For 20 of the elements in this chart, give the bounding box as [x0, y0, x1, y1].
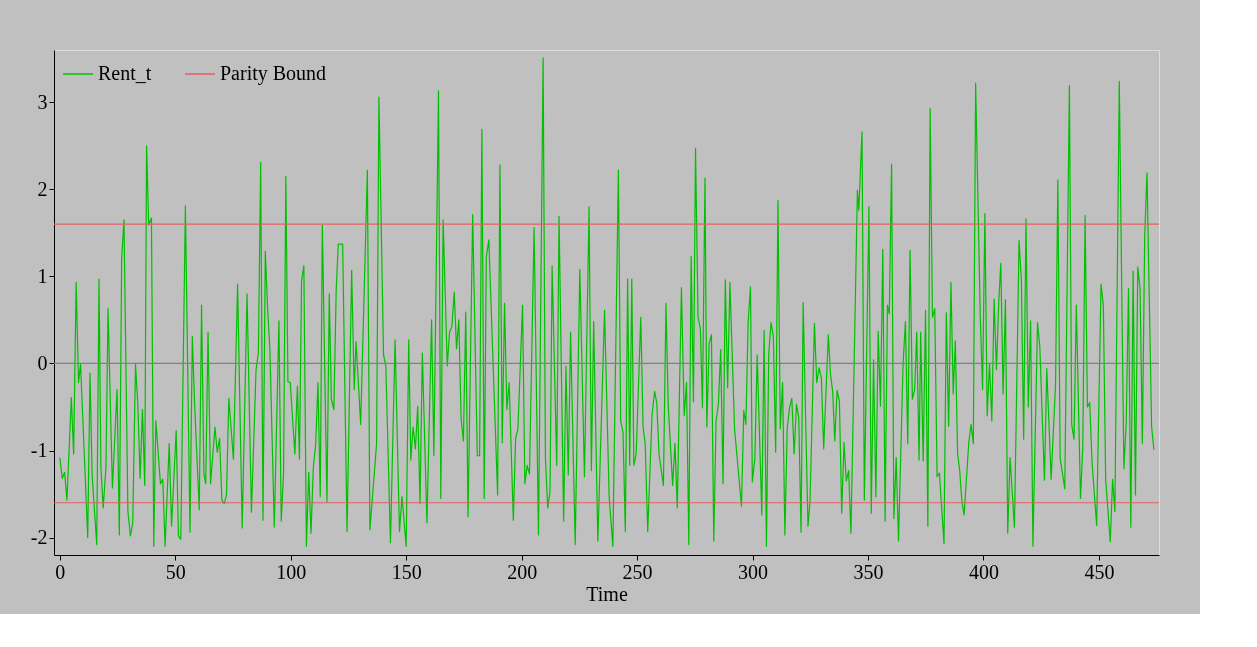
x-tick-label: 350	[853, 560, 884, 583]
x-axis-title: Time	[586, 582, 628, 605]
x-tick-label: 300	[738, 560, 769, 583]
x-tick-label: 0	[55, 560, 66, 583]
y-tick-label: -2	[30, 526, 48, 549]
x-tick-label: 450	[1084, 560, 1115, 583]
y-tick-label: 1	[37, 264, 48, 287]
x-tick-label: 50	[165, 560, 186, 583]
y-tick-label: 3	[37, 90, 48, 113]
x-tick-label: 250	[622, 560, 653, 583]
y-tick-label: -1	[30, 439, 48, 462]
x-tick-label: 200	[507, 560, 538, 583]
legend-label: Parity Bound	[220, 62, 327, 85]
legend-label: Rent_t	[98, 62, 152, 84]
x-tick-label: 150	[391, 560, 422, 583]
line-series	[59, 57, 1155, 547]
x-tick-label: 400	[968, 560, 999, 583]
x-tick-label: 100	[276, 560, 307, 583]
y-tick-label: 0	[37, 351, 48, 374]
y-tick-label: 2	[37, 177, 48, 200]
